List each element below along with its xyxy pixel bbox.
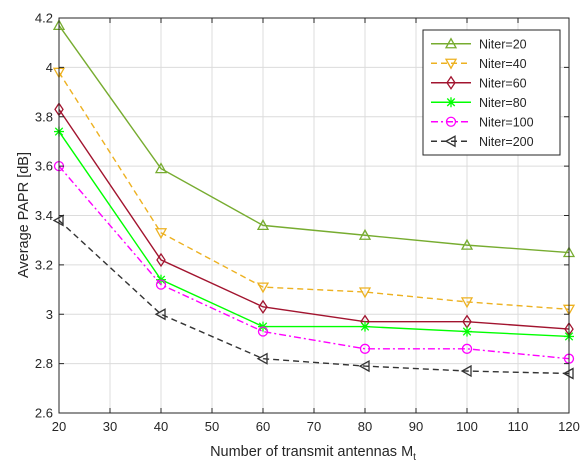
legend-box [422, 29, 561, 156]
data-point-marker [358, 359, 370, 373]
data-point-marker [154, 308, 166, 321]
data-point-marker [460, 297, 474, 309]
x-tick-label: 30 [103, 419, 117, 434]
series-line [58, 165, 570, 360]
x-axis-label-subscript: t [413, 452, 416, 463]
x-axis-label-main: Number of transmit antennas M [210, 444, 413, 460]
x-tick-label: 100 [456, 419, 478, 434]
data-point-marker [460, 364, 472, 378]
x-tick-label: 80 [358, 419, 372, 434]
series-layer [52, 19, 576, 380]
data-point-marker [445, 116, 457, 127]
data-point-marker [154, 228, 168, 240]
data-point-marker [444, 58, 458, 70]
data-point-marker [257, 326, 269, 337]
y-axis-label: Average PAPR [dB] [16, 152, 32, 278]
data-point-marker [256, 352, 268, 365]
marker-stroke [446, 98, 456, 107]
x-tick-label: 20 [52, 419, 66, 434]
data-point-marker [460, 238, 474, 250]
series-line [58, 219, 570, 375]
y-tick-label: 2.8 [35, 356, 53, 371]
y-tick-label: 4.2 [35, 11, 53, 26]
x-tick-label: 120 [558, 419, 580, 434]
x-tick-label: 50 [205, 419, 219, 434]
y-tick-label: 3 [46, 307, 53, 322]
y-tick-label: 4 [46, 60, 53, 75]
data-point-marker [154, 162, 168, 174]
data-point-marker [444, 135, 456, 148]
x-tick-label: 90 [409, 419, 423, 434]
legend-label: Niter=40 [479, 57, 527, 71]
legend-label: Niter=80 [479, 96, 527, 110]
data-point-marker [444, 37, 458, 49]
legend-label: Niter=60 [479, 76, 527, 90]
x-axis-label: Number of transmit antennas Mt [210, 444, 416, 463]
data-point-marker [256, 282, 270, 294]
data-point-marker [358, 228, 372, 240]
data-point-marker [156, 252, 166, 268]
data-point-marker [461, 343, 473, 354]
y-tick-label: 3.6 [35, 159, 53, 174]
axis-ticks [58, 17, 570, 414]
data-point-marker [446, 75, 456, 90]
data-point-marker [360, 321, 370, 332]
y-tick-label: 3.8 [35, 109, 53, 124]
series-line [58, 108, 570, 330]
data-point-marker [462, 326, 472, 337]
x-tick-label: 110 [508, 419, 529, 434]
legend-label: Niter=200 [479, 135, 534, 149]
y-tick-label: 3.2 [35, 257, 53, 272]
marker-stroke [360, 322, 370, 331]
series-line [58, 131, 570, 338]
data-point-marker [358, 287, 372, 299]
y-tick-label: 3.4 [35, 208, 53, 223]
legend-item: Niter=80 [431, 96, 527, 110]
series-line [58, 25, 570, 254]
legend-item: Niter=60 [431, 75, 527, 90]
data-point-marker [256, 219, 270, 231]
legend: Niter=20 Niter=40 Niter=60 Niter=80 Niter=10… [422, 29, 561, 156]
data-point-marker [359, 343, 371, 354]
legend-label: Niter=100 [479, 115, 534, 129]
y-tick-label: 2.6 [35, 406, 53, 421]
data-point-marker [258, 299, 268, 315]
tick-labels: 20 30 40 50 60 70 80 90 100 110 120 2.6 2.8 3 3.2 3.4 3.… [35, 11, 580, 435]
data-point-marker [446, 97, 456, 108]
x-tick-label: 60 [256, 419, 270, 434]
legend-item: Niter=20 [431, 37, 527, 51]
marker-stroke [462, 327, 472, 336]
legend-item: Niter=200 [431, 135, 534, 149]
legend-item: Niter=100 [431, 115, 534, 129]
legend-item: Niter=40 [431, 57, 527, 71]
x-tick-label: 40 [154, 419, 168, 434]
x-tick-label: 70 [307, 419, 321, 434]
legend-label: Niter=20 [479, 37, 527, 51]
data-point-marker [155, 279, 167, 290]
series-niter-60 [54, 102, 574, 337]
